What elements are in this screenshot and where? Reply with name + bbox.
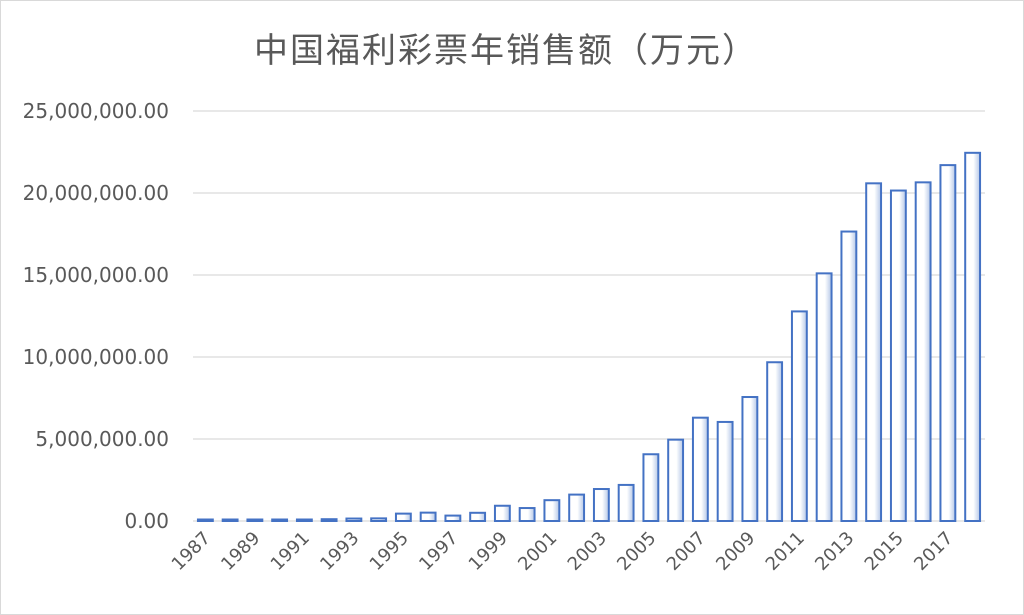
- x-tick-label: 1995: [366, 528, 413, 575]
- y-axis: 0.00 5,000,000.00 10,000,000.00 15,000,000.…: [23, 99, 169, 533]
- bar-2001: [543, 499, 561, 522]
- bar-2004: [617, 483, 635, 523]
- bar-1990: [271, 518, 289, 522]
- x-tick-label: 2013: [811, 528, 858, 575]
- bar-1995: [394, 512, 412, 522]
- x-tick-label: 1997: [415, 528, 462, 575]
- bar-1997: [444, 514, 462, 523]
- x-tick-label: 2009: [712, 528, 759, 575]
- y-tick-label: 0.00: [124, 509, 169, 533]
- y-tick-label: 10,000,000.00: [23, 345, 169, 369]
- bar-2012: [815, 272, 833, 522]
- x-tick-label: 2011: [762, 528, 809, 575]
- x-tick-label: 1987: [168, 528, 215, 575]
- bar-1989: [246, 518, 264, 522]
- bar-2013: [840, 230, 858, 522]
- bar-1993: [345, 517, 363, 522]
- x-tick-label: 2005: [613, 528, 660, 575]
- x-tick-label: 1989: [217, 528, 264, 575]
- bar-2016: [914, 181, 932, 522]
- bar-2014: [865, 182, 883, 522]
- bar-1996: [419, 511, 437, 522]
- x-tick-label: 1999: [465, 528, 512, 575]
- bar-2006: [667, 438, 685, 523]
- bar-1994: [370, 517, 388, 522]
- bar-2017: [939, 164, 957, 522]
- y-tick-label: 15,000,000.00: [23, 263, 169, 287]
- bar-2005: [642, 453, 660, 523]
- bar-2000: [518, 507, 536, 523]
- bars: [196, 151, 982, 523]
- bar-1998: [469, 511, 487, 522]
- bar-2008: [716, 420, 734, 522]
- x-tick-label: 2007: [663, 528, 710, 575]
- y-tick-label: 20,000,000.00: [23, 181, 169, 205]
- bar-2009: [741, 396, 759, 522]
- bar-1988: [221, 518, 239, 522]
- bar-1999: [493, 504, 511, 522]
- x-tick-label: 1991: [267, 528, 314, 575]
- bar-2010: [766, 361, 784, 522]
- x-tick-label: 2017: [910, 528, 957, 575]
- x-axis: 1987 1989 1991 1993 1995 1997 1999 2001 2003 2005…: [168, 528, 958, 575]
- chart-title: 中国福利彩票年销售额（万元）: [254, 31, 758, 71]
- bar-2015: [889, 189, 907, 522]
- bar-2003: [592, 488, 610, 522]
- bar-2002: [568, 493, 586, 523]
- bar-2011: [790, 310, 808, 522]
- x-tick-label: 1993: [316, 528, 363, 575]
- y-tick-label: 25,000,000.00: [23, 99, 169, 123]
- x-tick-label: 2001: [514, 528, 561, 575]
- bar-1992: [320, 518, 338, 522]
- y-tick-label: 5,000,000.00: [35, 427, 169, 451]
- bar-2018: [964, 151, 982, 522]
- x-tick-label: 2003: [564, 528, 611, 575]
- bar-2007: [691, 416, 709, 522]
- bar-1987: [196, 518, 214, 522]
- bar-1991: [295, 518, 313, 522]
- x-tick-label: 2015: [861, 528, 908, 575]
